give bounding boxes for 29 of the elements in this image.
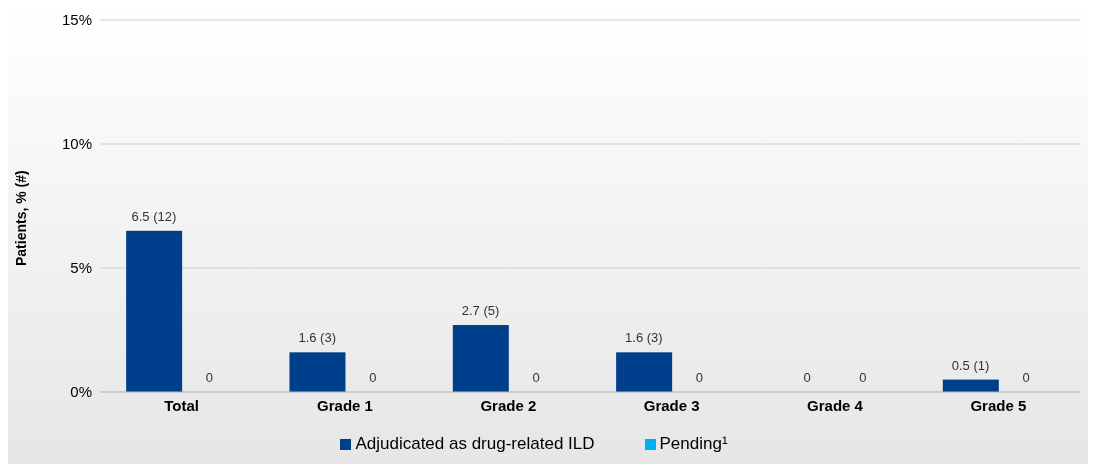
data-label: 0 [532,370,540,385]
data-label: 2.7 (5) [461,303,500,319]
x-tick-label: Grade 2 [480,396,537,414]
data-label: 0 [1022,370,1030,385]
data-label: 0 [369,370,377,385]
data-label: 6.5 (12) [131,208,177,224]
bar [616,352,673,392]
bar [289,352,346,392]
data-label: 1.6 (3) [625,330,663,346]
data-label: 1.6 (3) [298,330,337,346]
y-tick-label: 5% [70,259,92,277]
data-label: 0 [695,370,704,385]
x-tick-label: Grade 3 [643,396,700,414]
y-tick-label: 10% [61,135,92,153]
x-tick-label: Grade 1 [317,396,373,414]
bar [452,325,509,392]
data-label: 0 [205,370,214,385]
legend-label: Adjudicated as drug-related ILD [355,434,595,453]
data-label: 0 [803,370,811,385]
x-tick-label: Grade 4 [807,396,864,414]
bar [126,230,183,392]
legend-label: Pending¹ [659,434,728,453]
y-tick-label: 0% [70,383,92,401]
x-tick-label: Total [164,396,200,414]
data-label: 0.5 (1) [951,357,990,373]
y-axis-title: Patients, % (#) [12,170,29,266]
y-tick-label: 15% [61,11,92,29]
data-label: 0 [859,370,867,385]
x-tick-label: Grade 5 [970,396,1027,414]
